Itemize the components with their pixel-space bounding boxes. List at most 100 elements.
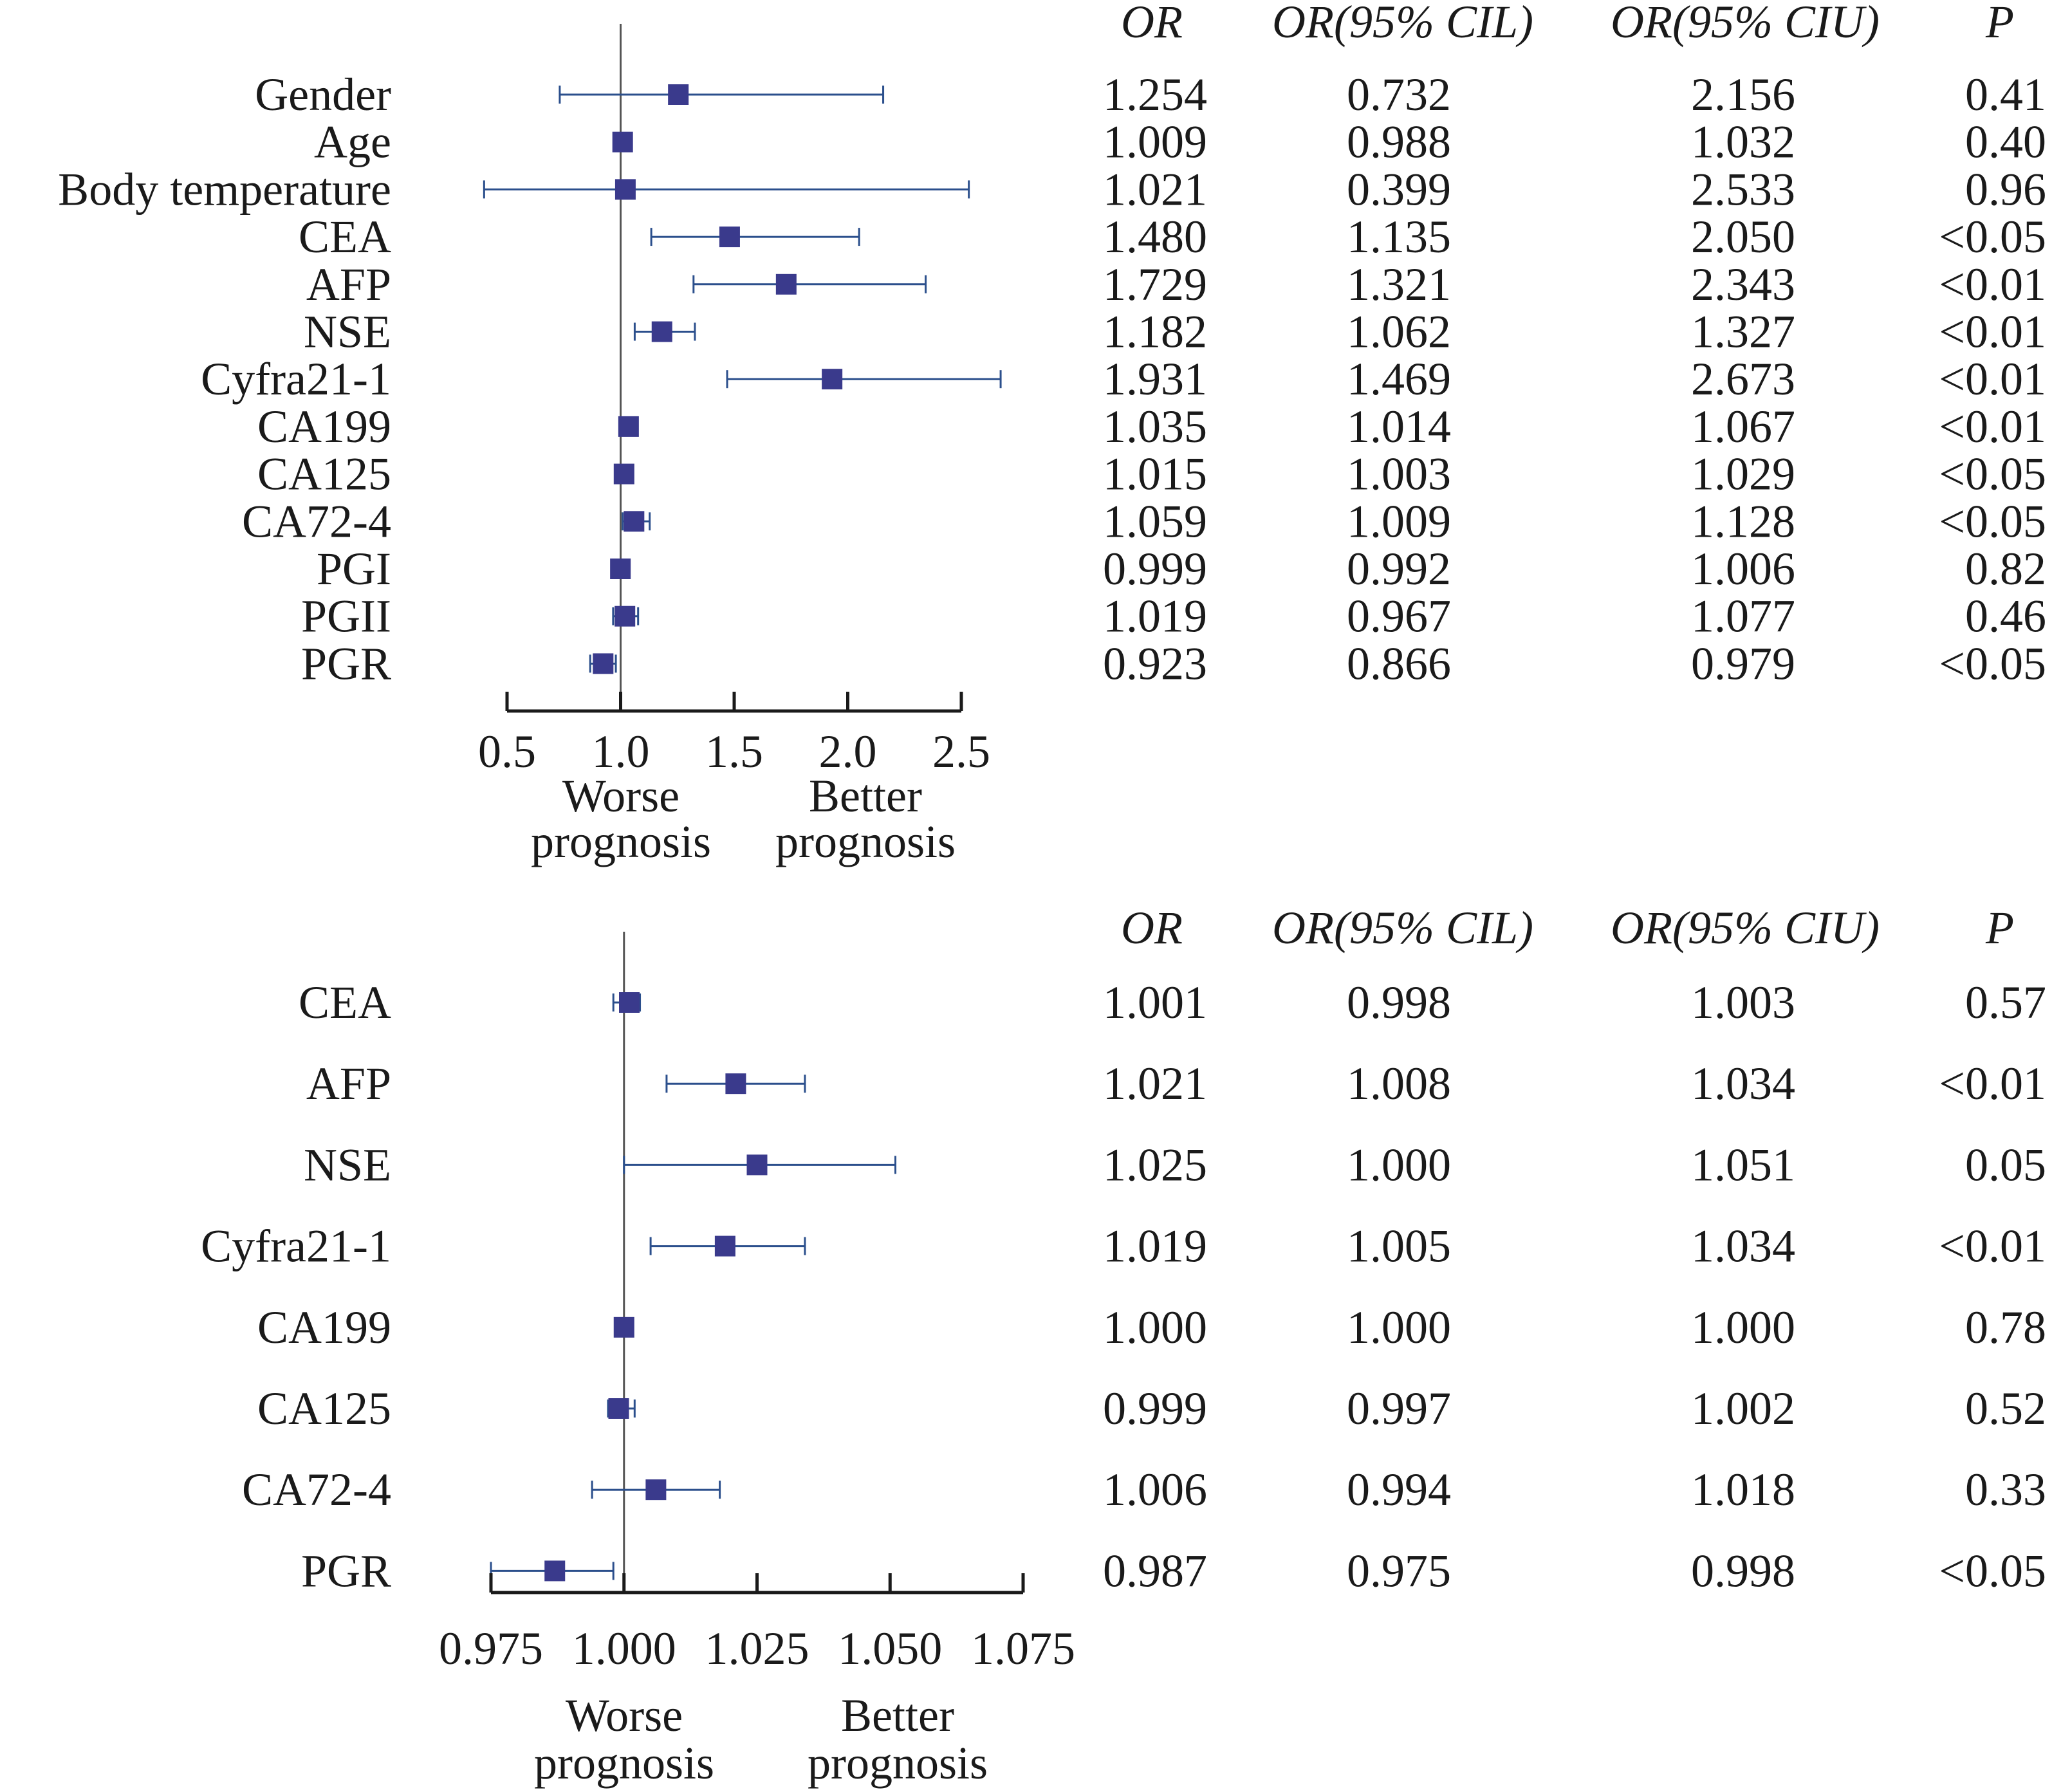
panel2-x-tick-label-0: 0.975 xyxy=(439,1623,543,1674)
panel2-row-ca199-ciu-value: 1.000 xyxy=(1691,1302,1795,1353)
panel1-row-body-temperature-label: Body temperature xyxy=(58,163,391,215)
panel2-row-ca72-4-or-value: 1.006 xyxy=(1103,1464,1207,1515)
panel1-row-afp-label: AFP xyxy=(306,259,391,310)
panel2-row-ca199-p-value: 0.78 xyxy=(1965,1302,2046,1353)
panel1-row-pgii-label: PGII xyxy=(301,591,391,642)
panel1-header-p: P xyxy=(1985,0,2014,48)
panel1-row-ca125-label: CA125 xyxy=(257,448,391,500)
panel1-x-tick-label-2: 1.5 xyxy=(705,726,763,777)
panel1-row-pgi-cil-value: 0.992 xyxy=(1347,543,1451,595)
panel1-row-ca199-or-value: 1.035 xyxy=(1103,401,1207,452)
panel2-row-cyfra21-1-or-value: 1.019 xyxy=(1103,1221,1207,1272)
panel1-row-nse-or-value: 1.182 xyxy=(1103,306,1207,358)
panel1-header-ciu: OR(95% CIU) xyxy=(1611,0,1880,48)
panel2-row-pgr-p-value: <0.05 xyxy=(1939,1545,2046,1596)
panel1-row-cyfra21-1-or-marker xyxy=(822,369,843,390)
panel1-row-cea-label: CEA xyxy=(299,211,391,263)
panel1-row-body-temperature-ciu-value: 2.533 xyxy=(1691,163,1795,215)
panel2-row-pgr-or-value: 0.987 xyxy=(1103,1545,1207,1596)
panel2-row-afp-or-value: 1.021 xyxy=(1103,1058,1207,1109)
panel2-row-ca72-4-cil-value: 0.994 xyxy=(1347,1464,1451,1515)
panel2-row-nse-or-value: 1.025 xyxy=(1103,1139,1207,1190)
panel2-row-cea-ciu-value: 1.003 xyxy=(1691,977,1795,1028)
panel1-row-cyfra21-1-ciu-value: 2.673 xyxy=(1691,353,1795,405)
panel2-row-cea-cil-value: 0.998 xyxy=(1347,977,1451,1028)
panel2-row-afp-ciu-value: 1.034 xyxy=(1691,1058,1795,1109)
panel1-x-tick-label-1: 1.0 xyxy=(592,726,650,777)
panel2-row-cea-p-value: 0.57 xyxy=(1965,977,2046,1028)
panel1-row-age-p-value: 0.40 xyxy=(1965,116,2046,168)
panel2-row-cea-or-marker xyxy=(619,992,640,1013)
panel1-row-pgii-ciu-value: 1.077 xyxy=(1691,591,1795,642)
panel2-row-cyfra21-1-label: Cyfra21-1 xyxy=(201,1221,391,1272)
panel1-row-gender-or-marker xyxy=(668,84,689,105)
panel2-row-nse-cil-value: 1.000 xyxy=(1347,1139,1451,1190)
panel1-row-ca125-cil-value: 1.003 xyxy=(1347,448,1451,500)
panel1-header-or: OR xyxy=(1121,0,1183,48)
panel2-row-cyfra21-1-or-marker xyxy=(714,1235,735,1257)
panel1-row-pgr-or-marker xyxy=(593,653,614,674)
panel1-row-nse-cil-value: 1.062 xyxy=(1347,306,1451,358)
panel1-row-age-cil-value: 0.988 xyxy=(1347,116,1451,168)
panel2-row-afp-p-value: <0.01 xyxy=(1939,1058,2046,1109)
panel1-row-pgr-cil-value: 0.866 xyxy=(1347,638,1451,689)
panel1-row-pgii-p-value: 0.46 xyxy=(1965,591,2046,642)
panel2-row-pgr-cil-value: 0.975 xyxy=(1347,1545,1451,1596)
panel1-row-pgi-label: PGI xyxy=(317,543,391,595)
panel2-header-cil: OR(95% CIL) xyxy=(1272,902,1533,954)
panel2-row-ca199-label: CA199 xyxy=(257,1302,391,1353)
panel2-row-ca125-cil-value: 0.997 xyxy=(1347,1383,1451,1434)
panel2-row-ca72-4-ciu-value: 1.018 xyxy=(1691,1464,1795,1515)
panel1-row-pgii-cil-value: 0.967 xyxy=(1347,591,1451,642)
panel1-worse-label-line2: prognosis xyxy=(531,816,711,867)
panel1-row-cea-ciu-value: 2.050 xyxy=(1691,211,1795,263)
panel1-row-body-temperature-or-marker xyxy=(615,179,636,200)
panel1-row-gender-or-value: 1.254 xyxy=(1103,69,1207,120)
panel1-x-tick-label-0: 0.5 xyxy=(478,726,536,777)
panel1-row-ca72-4-p-value: <0.05 xyxy=(1939,495,2046,547)
panel1-row-cea-or-value: 1.480 xyxy=(1103,211,1207,263)
panel1-row-cyfra21-1-label: Cyfra21-1 xyxy=(201,353,391,405)
panel1-row-body-temperature-cil-value: 0.399 xyxy=(1347,163,1451,215)
panel1-row-nse-ciu-value: 1.327 xyxy=(1691,306,1795,358)
panel1-row-cea-or-marker xyxy=(719,226,740,248)
panel1-row-pgr-ciu-value: 0.979 xyxy=(1691,638,1795,689)
panel2-row-nse-label: NSE xyxy=(304,1139,391,1190)
panel2-header-ciu: OR(95% CIU) xyxy=(1611,902,1880,954)
panel1-row-pgr-label: PGR xyxy=(301,638,391,689)
panel1-header-cil: OR(95% CIL) xyxy=(1272,0,1533,48)
panel2-row-afp-or-marker xyxy=(725,1073,746,1095)
panel1-row-cyfra21-1-or-value: 1.931 xyxy=(1103,353,1207,405)
panel1-worse-label-line1: Worse xyxy=(562,770,679,822)
panel1-row-nse-p-value: <0.01 xyxy=(1939,306,2046,358)
panel1-row-age-or-marker xyxy=(612,131,633,152)
panel1-row-ca72-4-ciu-value: 1.128 xyxy=(1691,495,1795,547)
panel2-x-tick-label-1: 1.000 xyxy=(572,1623,676,1674)
panel1-row-pgr-or-value: 0.923 xyxy=(1103,638,1207,689)
panel1-row-cyfra21-1-p-value: <0.01 xyxy=(1939,353,2046,405)
panel2-row-pgr-ciu-value: 0.998 xyxy=(1691,1545,1795,1596)
panel2-header-p: P xyxy=(1985,902,2014,954)
panel2-row-afp-label: AFP xyxy=(306,1058,391,1109)
panel1-row-age-label: Age xyxy=(314,116,391,168)
panel2-worse-label-line2: prognosis xyxy=(534,1737,714,1789)
panel2-row-ca125-or-value: 0.999 xyxy=(1103,1383,1207,1434)
panel2-row-cea-or-value: 1.001 xyxy=(1103,977,1207,1028)
panel1-row-afp-ciu-value: 2.343 xyxy=(1691,259,1795,310)
panel1-row-nse-or-marker xyxy=(651,321,672,342)
panel1-row-afp-p-value: <0.01 xyxy=(1939,259,2046,310)
panel2-row-cyfra21-1-cil-value: 1.005 xyxy=(1347,1221,1451,1272)
panel1-row-body-temperature-p-value: 0.96 xyxy=(1965,163,2046,215)
panel1-row-gender-p-value: 0.41 xyxy=(1965,69,2046,120)
panel2-row-cea-label: CEA xyxy=(299,977,391,1028)
panel2-x-tick-label-4: 1.075 xyxy=(971,1623,1075,1674)
panel1-row-afp-or-marker xyxy=(775,273,797,295)
panel1-row-ca199-ciu-value: 1.067 xyxy=(1691,401,1795,452)
panel1-row-age-or-value: 1.009 xyxy=(1103,116,1207,168)
panel1-row-cea-cil-value: 1.135 xyxy=(1347,211,1451,263)
panel2-row-nse-p-value: 0.05 xyxy=(1965,1139,2046,1190)
panel1-row-pgii-or-value: 1.019 xyxy=(1103,591,1207,642)
panel1-row-afp-or-value: 1.729 xyxy=(1103,259,1207,310)
panel1-row-ca199-cil-value: 1.014 xyxy=(1347,401,1451,452)
panel1-row-pgi-or-marker xyxy=(610,559,631,579)
